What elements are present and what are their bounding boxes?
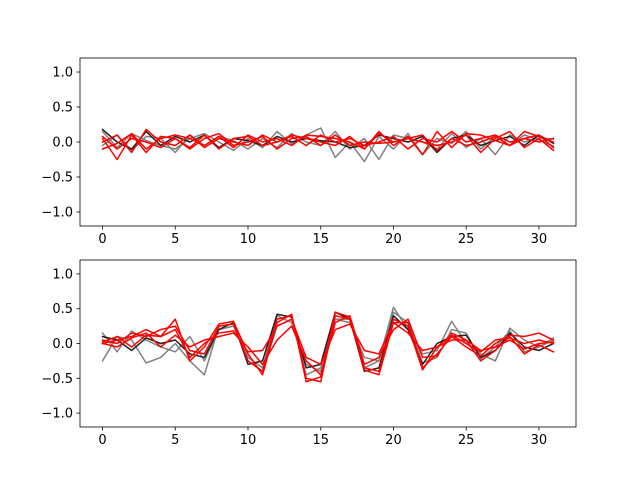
- x-tick-label: 0: [98, 433, 106, 448]
- x-tick-label: 5: [171, 433, 179, 448]
- series-line-7: [101, 132, 555, 152]
- y-tick-label: −1.0: [41, 407, 73, 422]
- series-line-5: [101, 130, 555, 156]
- subplot-1: 0 5 10 15 20 25 30 1.0 0.5 0.0 −0.5 −1.0: [41, 57, 577, 247]
- x-tick-label: 0: [98, 232, 106, 247]
- x-tick-label: 10: [240, 232, 257, 247]
- x-tick-label: 30: [531, 433, 548, 448]
- y-tick-label: 0.0: [52, 136, 73, 151]
- y-tick-label: 0.0: [52, 337, 73, 352]
- y-tick-label: −0.5: [41, 372, 73, 387]
- x-tick-label: 10: [240, 433, 257, 448]
- panels: 0 5 10 15 20 25 30 1.0 0.5 0.0 −0.5 −1.0 0 5 10 15 20 25 3…: [41, 57, 577, 448]
- x-tick-label: 30: [531, 232, 548, 247]
- x-tick-label: 25: [458, 232, 475, 247]
- subplot-2: 0 5 10 15 20 25 30 1.0 0.5 0.0 −0.5 −1.0: [41, 259, 577, 448]
- series-group: [101, 306, 555, 383]
- x-tick-label: 5: [171, 232, 179, 247]
- series-line-1: [101, 127, 555, 163]
- series-group: [101, 127, 555, 163]
- y-tick-label: 1.0: [52, 66, 73, 81]
- x-tick-label: 15: [312, 433, 329, 448]
- x-tick-label: 20: [385, 232, 402, 247]
- x-tick-label: 20: [385, 433, 402, 448]
- y-tick-label: 0.5: [52, 302, 73, 317]
- series-line-7: [101, 318, 555, 366]
- y-tick-label: 0.5: [52, 101, 73, 116]
- y-tick-label: −1.0: [41, 206, 73, 221]
- y-tick-label: −0.5: [41, 171, 73, 186]
- series-line-4: [101, 311, 555, 383]
- series-line-6: [101, 128, 555, 154]
- series-line-3: [101, 128, 555, 154]
- x-tick-label: 15: [312, 232, 329, 247]
- y-tick-label: 1.0: [52, 267, 73, 282]
- x-tick-label: 25: [458, 433, 475, 448]
